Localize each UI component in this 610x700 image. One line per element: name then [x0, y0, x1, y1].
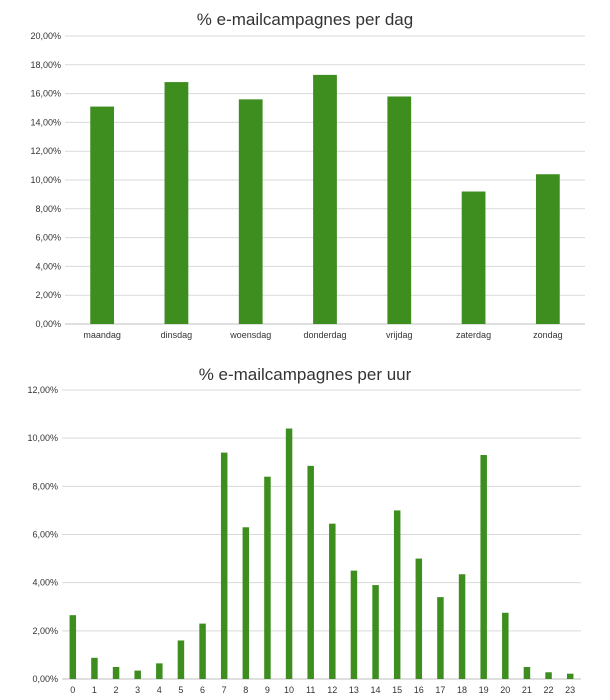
bar-3 — [134, 670, 141, 679]
y-tick-label: 6,00% — [32, 530, 58, 540]
y-tick-label: 2,00% — [32, 626, 58, 636]
x-tick-label: 21 — [522, 685, 532, 695]
y-tick-label: 4,00% — [32, 578, 58, 588]
bar-7 — [220, 452, 228, 679]
x-tick-label: donderdag — [303, 330, 346, 340]
bar-20 — [502, 612, 509, 679]
bar-16 — [415, 558, 423, 679]
bar-donderdag — [313, 74, 337, 324]
y-tick-label: 12,00% — [30, 146, 61, 156]
y-tick-label: 2,00% — [35, 290, 61, 300]
bar-18 — [458, 574, 466, 679]
x-tick-label: 8 — [243, 685, 248, 695]
bar-8 — [242, 527, 250, 679]
bar-4 — [156, 663, 163, 679]
y-tick-label: 10,00% — [27, 433, 58, 443]
x-tick-label: 12 — [327, 685, 337, 695]
chart-per-dag: % e-mailcampagnes per dag 0,00% 2,00% 4,00… — [30, 10, 585, 340]
bars — [90, 74, 560, 324]
x-tick-label: 15 — [392, 685, 402, 695]
bar-1 — [91, 657, 98, 679]
y-tick-label: 0,00% — [35, 319, 61, 329]
bar-19 — [480, 455, 487, 679]
x-tick-label: 3 — [135, 685, 140, 695]
x-tick-label: 4 — [157, 685, 162, 695]
y-tick-label: 4,00% — [35, 261, 61, 271]
y-tick-label: 18,00% — [30, 60, 61, 70]
x-tick-label: 23 — [565, 685, 575, 695]
x-axis-ticks: 0 1 2 3 4 5 6 7 8 9 10 11 12 13 14 15 16 17 18 19 20 21 22 23 — [70, 685, 575, 695]
x-tick-label: dinsdag — [161, 330, 193, 340]
chart-per-uur: % e-mailcampagnes per uur 0,00% 2,00% 4,00… — [27, 365, 581, 695]
y-tick-label: 8,00% — [35, 204, 61, 214]
x-tick-label: 14 — [371, 685, 381, 695]
bars — [69, 428, 574, 679]
y-tick-label: 12,00% — [27, 385, 58, 395]
chart-title: % e-mailcampagnes per dag — [197, 10, 413, 29]
gridlines — [62, 389, 581, 680]
x-tick-label: woensdag — [229, 330, 271, 340]
x-axis-ticks: maandag dinsdag woensdag donderdag vrijdag za… — [83, 330, 562, 340]
bar-5 — [177, 640, 185, 679]
bar-21 — [523, 666, 531, 679]
bar-zaterdag — [461, 191, 486, 324]
y-tick-label: 0,00% — [32, 674, 58, 684]
bar-11 — [307, 465, 314, 679]
x-tick-label: 11 — [306, 685, 315, 695]
bar-10 — [285, 428, 293, 679]
bar-2 — [112, 666, 120, 679]
x-tick-label: maandag — [83, 330, 121, 340]
bar-6 — [199, 623, 206, 679]
x-tick-label: vrijdag — [386, 330, 413, 340]
y-tick-label: 16,00% — [30, 89, 61, 99]
x-tick-label: 1 — [92, 685, 97, 695]
x-tick-label: 2 — [114, 685, 119, 695]
y-axis-ticks: 0,00% 2,00% 4,00% 6,00% 8,00% 10,00% 12,00% — [27, 385, 58, 684]
x-tick-label: 18 — [457, 685, 467, 695]
bar-23 — [566, 673, 574, 679]
bar-dinsdag — [164, 82, 189, 324]
x-tick-label: 0 — [70, 685, 75, 695]
x-tick-label: 9 — [265, 685, 270, 695]
bar-9 — [264, 476, 271, 679]
x-tick-label: 5 — [178, 685, 183, 695]
y-tick-label: 8,00% — [32, 481, 58, 491]
bar-vrijdag — [387, 96, 412, 324]
bar-14 — [372, 585, 379, 679]
y-tick-label: 14,00% — [30, 117, 61, 127]
x-tick-label: 19 — [479, 685, 489, 695]
x-tick-label: zaterdag — [456, 330, 491, 340]
chart-title: % e-mailcampagnes per uur — [199, 365, 412, 384]
bar-15 — [393, 510, 401, 679]
x-tick-label: 13 — [349, 685, 359, 695]
bar-zondag — [535, 174, 560, 324]
x-tick-label: 20 — [500, 685, 510, 695]
y-tick-label: 6,00% — [35, 233, 61, 243]
bar-13 — [350, 570, 358, 679]
x-tick-label: 6 — [200, 685, 205, 695]
y-tick-label: 10,00% — [30, 175, 61, 185]
y-tick-label: 20,00% — [30, 31, 61, 41]
bar-17 — [437, 597, 444, 679]
bar-woensdag — [238, 99, 263, 324]
x-tick-label: 10 — [284, 685, 294, 695]
bar-22 — [545, 672, 552, 679]
x-tick-label: 16 — [414, 685, 424, 695]
x-tick-label: zondag — [533, 330, 563, 340]
y-axis-ticks: 0,00% 2,00% 4,00% 6,00% 8,00% 10,00% 12,00% 14,… — [30, 31, 61, 329]
bar-12 — [329, 523, 336, 679]
bar-0 — [69, 615, 77, 679]
x-tick-label: 7 — [222, 685, 227, 695]
bar-maandag — [90, 106, 115, 324]
x-tick-label: 17 — [435, 685, 445, 695]
x-tick-label: 22 — [544, 685, 554, 695]
